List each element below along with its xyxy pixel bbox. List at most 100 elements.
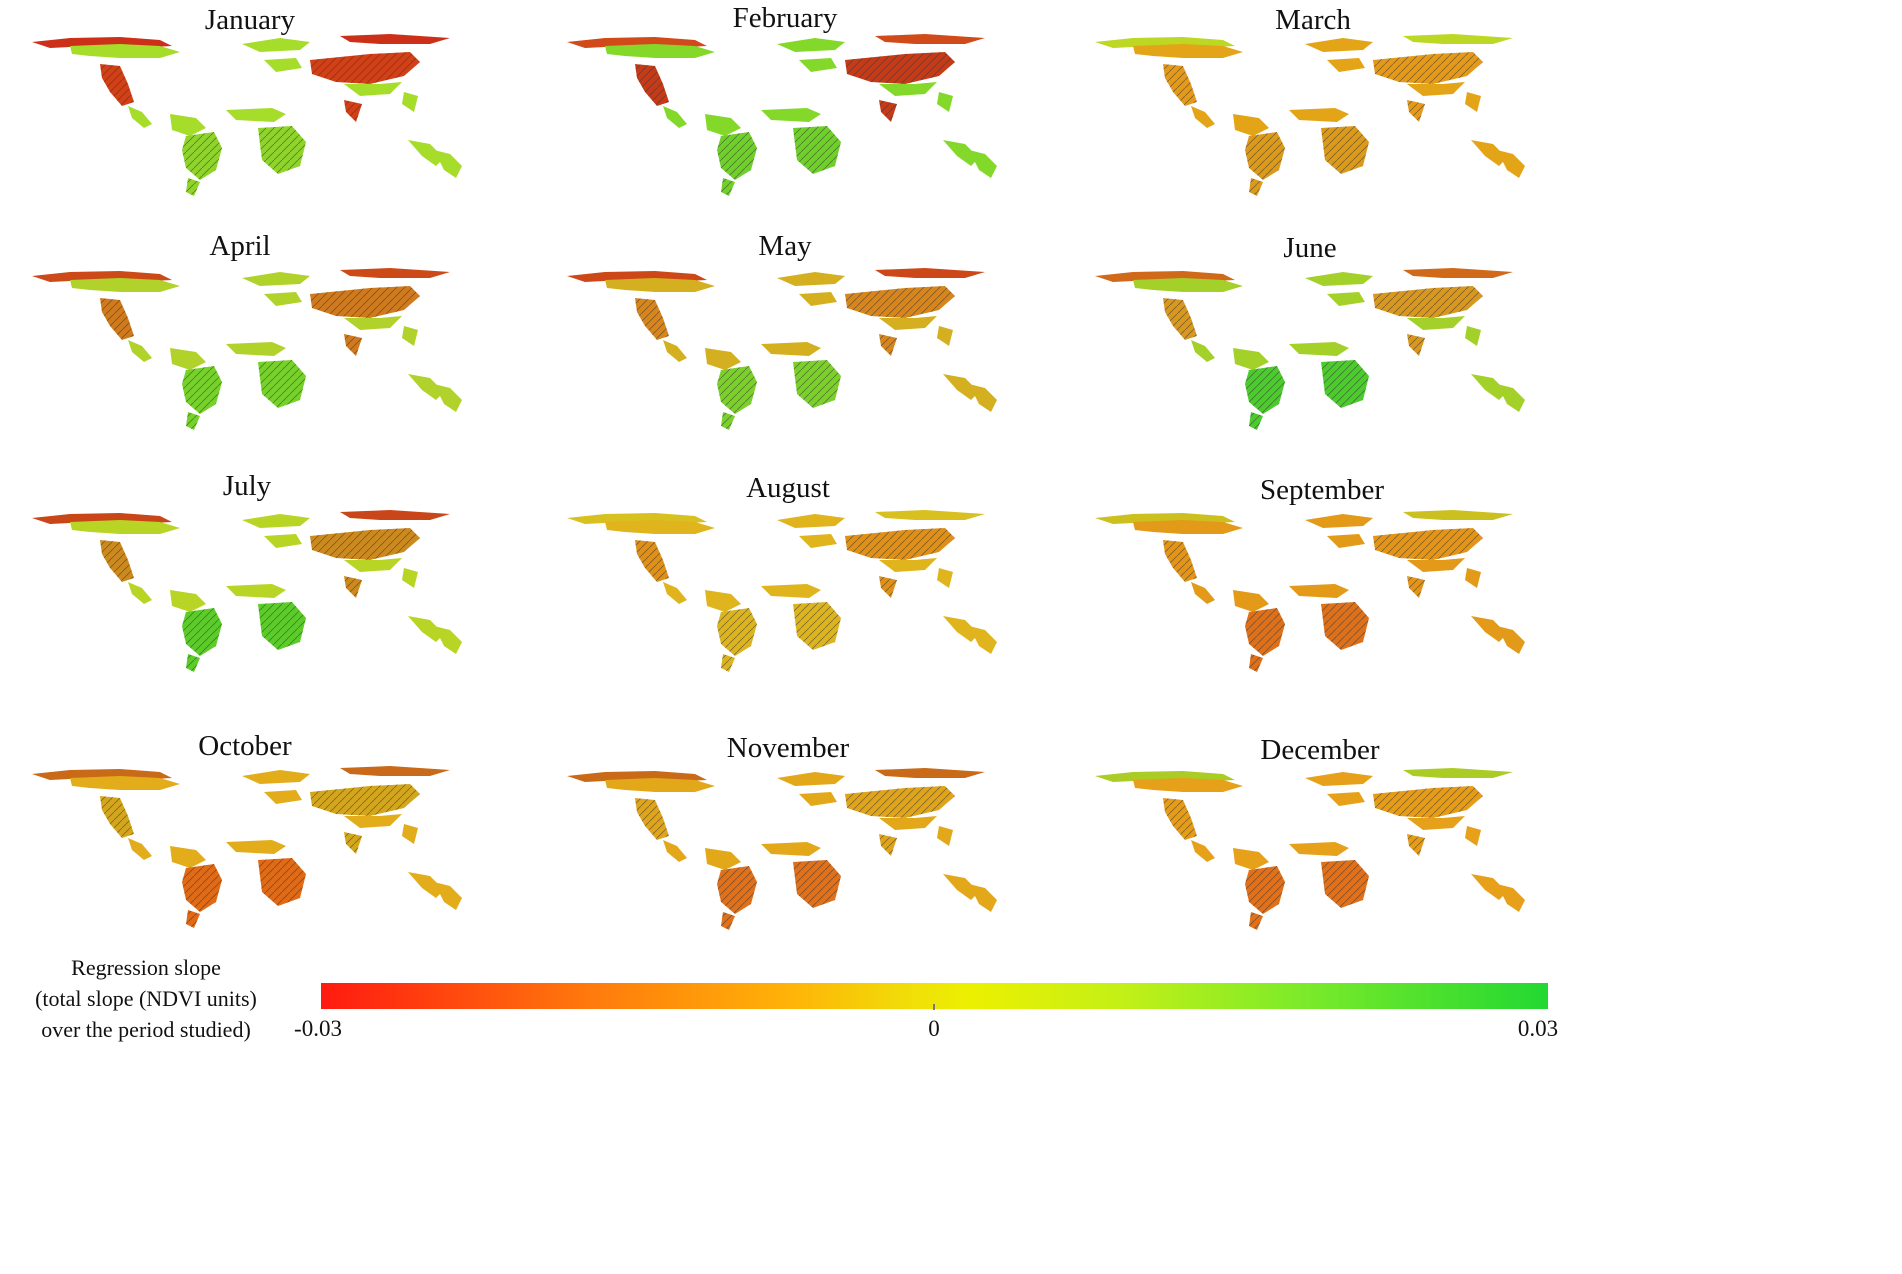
vegetation-region-europe-boreal	[1305, 38, 1373, 52]
world-map	[567, 768, 997, 930]
significance-hatching	[100, 796, 134, 838]
vegetation-region-siberia-north	[340, 268, 450, 278]
vegetation-region-europe-south	[1327, 534, 1365, 548]
significance-hatching	[1321, 126, 1369, 174]
vegetation-region-europe-boreal	[777, 514, 845, 528]
colorbar-min-label: -0.03	[294, 1016, 342, 1041]
map-panel-august: August	[548, 470, 1028, 700]
vegetation-region-sahel	[226, 342, 286, 356]
vegetation-region-europe-south	[1327, 58, 1365, 72]
legend-title-line: (total slope (NDVI units)	[35, 986, 257, 1011]
panel-title: March	[1275, 4, 1351, 36]
significance-hatching	[1249, 178, 1263, 196]
vegetation-region-south-america-north	[705, 114, 741, 136]
significance-hatching	[258, 602, 306, 650]
vegetation-region-sahel	[226, 840, 286, 854]
significance-hatching	[717, 608, 757, 656]
vegetation-region-south-america-north	[705, 348, 741, 370]
significance-hatching	[344, 576, 362, 598]
vegetation-region-siberia-north	[1403, 768, 1513, 778]
vegetation-region-siberia-north	[875, 510, 985, 520]
vegetation-region-australia-north	[969, 884, 997, 912]
vegetation-region-siberia-north	[1403, 34, 1513, 44]
significance-hatching	[717, 132, 757, 180]
vegetation-region-europe-boreal	[242, 272, 310, 286]
significance-hatching	[1373, 786, 1483, 818]
significance-hatching	[717, 366, 757, 414]
vegetation-region-central-america	[663, 582, 687, 604]
map-panel-january: January	[10, 2, 490, 232]
panel-title: February	[732, 2, 838, 34]
vegetation-region-asia-east	[1407, 816, 1465, 830]
significance-hatching	[258, 858, 306, 906]
vegetation-region-southeast-asia	[937, 826, 953, 846]
significance-hatching	[182, 366, 222, 414]
significance-hatching	[1245, 366, 1285, 414]
significance-hatching	[1245, 132, 1285, 180]
vegetation-region-indonesia	[408, 872, 444, 898]
significance-hatching	[182, 608, 222, 656]
significance-hatching	[344, 100, 362, 122]
significance-hatching	[344, 334, 362, 356]
significance-hatching	[793, 860, 841, 908]
map-panel-may: May	[545, 228, 1025, 458]
vegetation-region-south-america-north	[170, 846, 206, 868]
significance-hatching	[845, 52, 955, 84]
vegetation-region-australia-north	[434, 150, 462, 178]
significance-hatching	[793, 602, 841, 650]
vegetation-region-siberia-north	[1403, 268, 1513, 278]
significance-hatching	[721, 178, 735, 196]
vegetation-region-central-america	[663, 840, 687, 862]
vegetation-region-indonesia	[943, 140, 979, 166]
vegetation-region-siberia-north	[340, 34, 450, 44]
significance-hatching	[310, 528, 420, 560]
colorbar-mid-label: 0	[928, 1016, 940, 1041]
vegetation-region-asia-east	[1407, 316, 1465, 330]
map-panel-march: March	[1073, 2, 1553, 232]
panel-title: July	[222, 470, 272, 502]
vegetation-region-siberia-north	[875, 34, 985, 44]
vegetation-region-southeast-asia	[937, 92, 953, 112]
map-panel-september: September	[1082, 472, 1562, 702]
vegetation-region-north-america-boreal	[70, 520, 180, 534]
vegetation-region-europe-south	[1327, 792, 1365, 806]
vegetation-region-australia-north	[969, 384, 997, 412]
vegetation-region-europe-boreal	[242, 38, 310, 52]
vegetation-region-indonesia	[1471, 374, 1507, 400]
significance-hatching	[635, 64, 669, 106]
vegetation-region-indonesia	[1471, 616, 1507, 642]
vegetation-region-indonesia	[943, 616, 979, 642]
significance-hatching	[879, 334, 897, 356]
map-panel-july: July	[7, 468, 487, 698]
significance-hatching	[182, 132, 222, 180]
panel-title: September	[1259, 474, 1384, 506]
significance-hatching	[879, 100, 897, 122]
vegetation-region-north-america-boreal	[605, 778, 715, 792]
panel-title: December	[1260, 734, 1380, 766]
map-panel-april: April	[0, 228, 480, 458]
significance-hatching	[310, 52, 420, 84]
world-map	[1095, 768, 1525, 930]
vegetation-region-asia-east	[344, 814, 402, 828]
vegetation-region-europe-boreal	[242, 770, 310, 784]
vegetation-region-north-america-boreal	[70, 278, 180, 292]
vegetation-region-central-america	[1191, 106, 1215, 128]
vegetation-region-europe-boreal	[1305, 514, 1373, 528]
vegetation-region-south-america-north	[705, 590, 741, 612]
legend-title-line: Regression slope	[71, 955, 221, 980]
vegetation-region-europe-boreal	[777, 772, 845, 786]
vegetation-region-europe-south	[799, 792, 837, 806]
vegetation-region-asia-east	[879, 816, 937, 830]
significance-hatching	[717, 866, 757, 914]
vegetation-region-indonesia	[408, 616, 444, 642]
vegetation-region-southeast-asia	[402, 92, 418, 112]
significance-hatching	[1407, 576, 1425, 598]
vegetation-region-siberia-north	[1403, 510, 1513, 520]
world-map	[1095, 34, 1525, 196]
world-map	[567, 268, 997, 430]
vegetation-region-indonesia	[1471, 874, 1507, 900]
significance-hatching	[100, 540, 134, 582]
significance-hatching	[1373, 528, 1483, 560]
legend-title: Regression slope (total slope (NDVI unit…	[0, 952, 292, 1045]
vegetation-region-asia-east	[344, 82, 402, 96]
